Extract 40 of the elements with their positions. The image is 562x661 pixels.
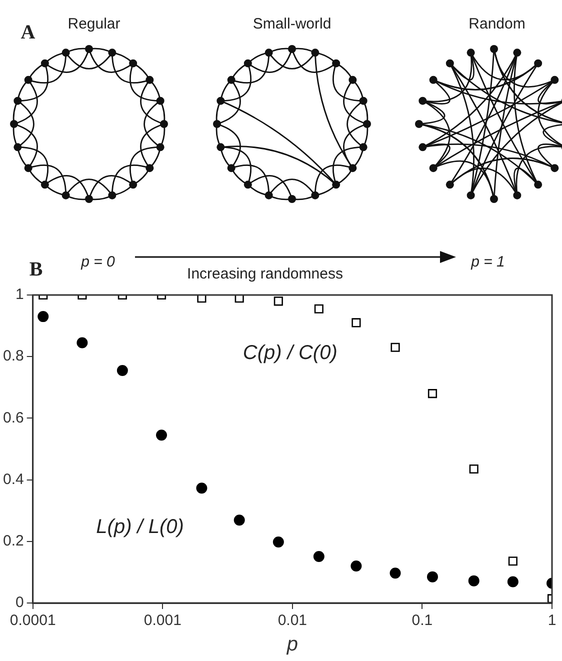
point	[352, 318, 361, 328]
x-axis-title: p	[286, 634, 298, 656]
text: p = 0	[81, 254, 115, 270]
x-tick-label: 0.01	[278, 612, 308, 630]
series-label: L(p) / L(0)	[96, 516, 184, 538]
point	[196, 482, 208, 494]
y-tick-label: 0.6	[2, 409, 24, 426]
point	[156, 430, 167, 441]
point	[507, 576, 518, 588]
text: B	[29, 258, 43, 282]
y-tick-label: 0.8	[2, 348, 24, 365]
y-tick-label: 0	[16, 594, 24, 612]
text: Random	[468, 16, 526, 32]
point	[314, 304, 324, 314]
text: A	[20, 22, 36, 44]
point	[116, 364, 128, 376]
text: Increasing randomness	[187, 266, 343, 282]
x-tick-label: 1	[548, 612, 556, 630]
series-label: C(p) / C(0)	[242, 342, 338, 364]
point	[468, 575, 480, 586]
point	[508, 556, 518, 566]
y-tick-label: 1	[16, 286, 24, 304]
point	[350, 560, 362, 572]
y-tick-label: 0.4	[2, 470, 24, 488]
text: Small-world	[252, 16, 332, 32]
point	[76, 337, 88, 348]
point	[313, 550, 324, 562]
x-tick-label: 0.0001	[10, 612, 56, 630]
text: p = 1	[471, 254, 505, 270]
point	[38, 311, 49, 322]
x-tick-label: 0.1	[412, 612, 433, 630]
point	[390, 342, 400, 352]
point	[274, 296, 283, 306]
y-tick-label: 0.2	[2, 532, 24, 550]
point	[469, 464, 478, 474]
point	[272, 536, 284, 548]
text: Regular	[68, 16, 120, 32]
point	[390, 568, 401, 579]
x-tick-label: 0.001	[144, 612, 182, 630]
point	[234, 514, 245, 526]
